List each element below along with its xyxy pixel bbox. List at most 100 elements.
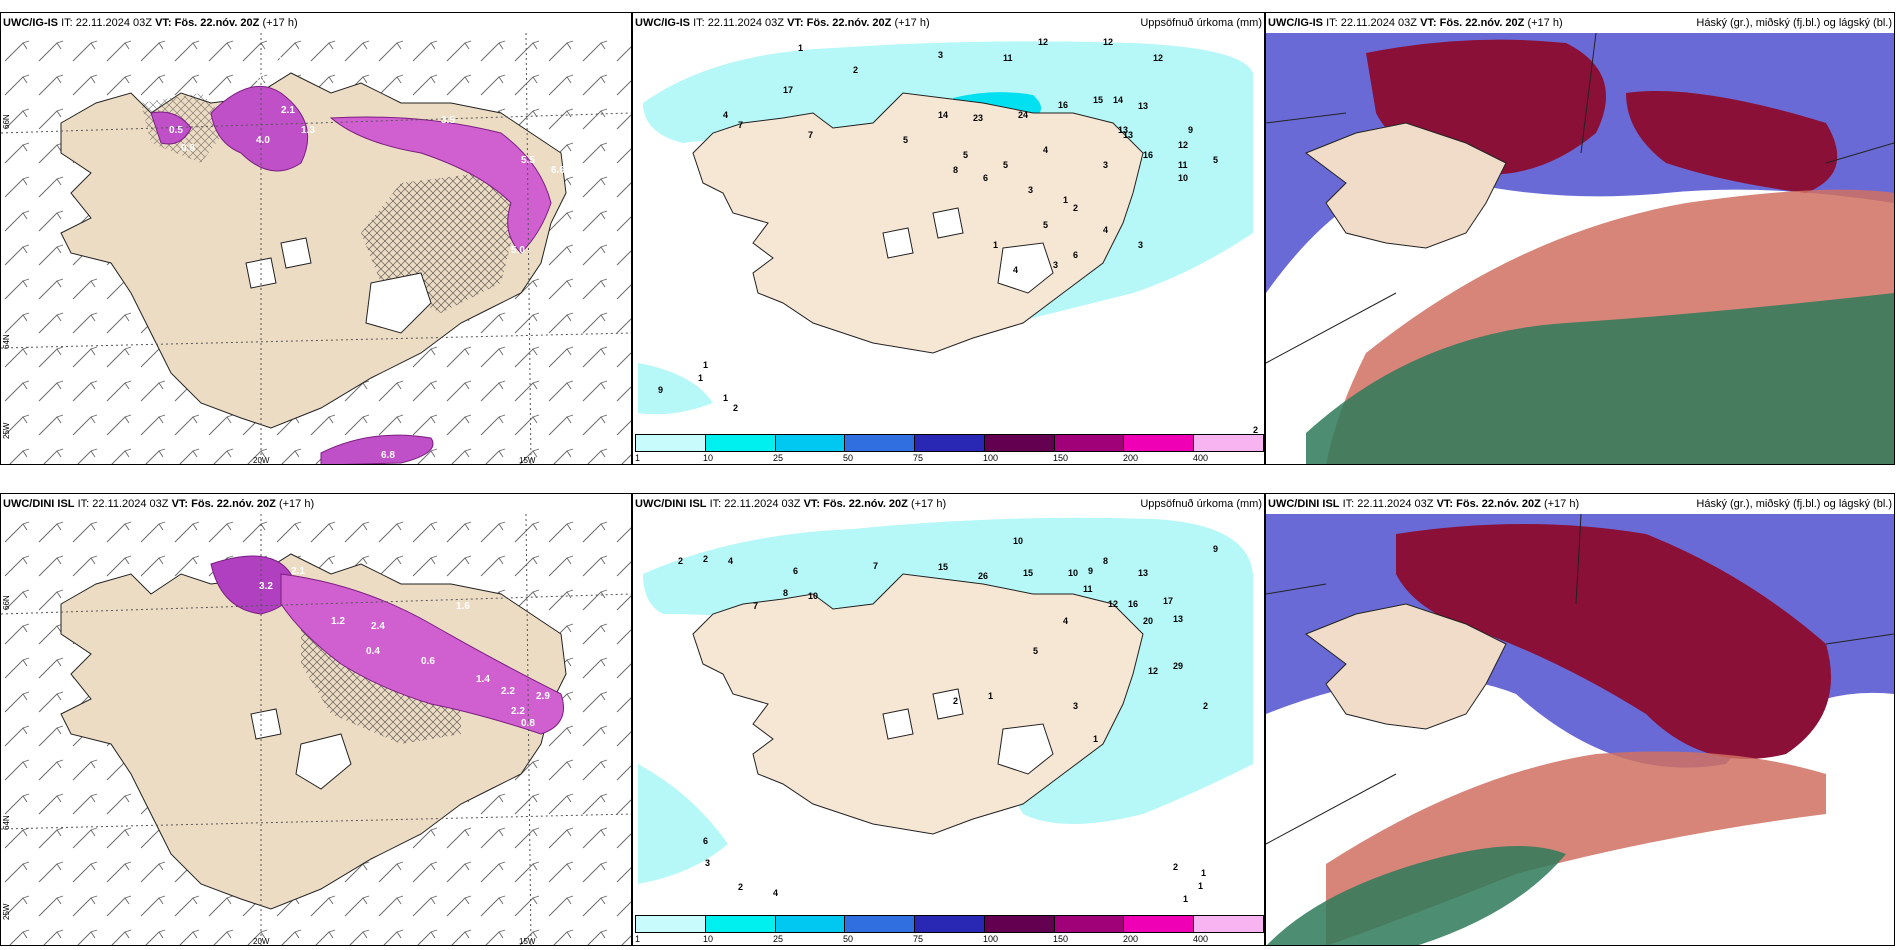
map-canvas: [1266, 33, 1894, 464]
precip-rate-value: 6.6: [551, 165, 565, 176]
precip-value: 12: [1153, 53, 1163, 63]
precip-value: 1: [993, 240, 998, 250]
precip-band-diagonal: [280, 573, 564, 735]
precip-value: 12: [1103, 37, 1113, 47]
precip-rate-labels: 3.4 3.2 2.1 1.2 0.4 1.6 2.2 2.4 0.6 1.4 …: [259, 546, 550, 729]
lon-label-20w: 20W: [253, 937, 270, 946]
precip-value: 8: [1103, 556, 1108, 566]
colorbar-cell: [1124, 916, 1195, 932]
precip-value: 7: [808, 130, 813, 140]
precip-rate-value: 5.5: [521, 155, 535, 166]
colorbar-cell: [845, 435, 916, 451]
precip-value: 5: [963, 150, 968, 160]
precip-value: 1: [1093, 734, 1098, 744]
lake-langjokull: [280, 237, 312, 269]
panel-title: UWC/DINI ISL IT: 22.11.2024 03Z VT: Fös.…: [635, 498, 947, 510]
precip-value: 14: [1113, 95, 1123, 105]
lake-langjokull: [932, 688, 964, 720]
precip-value: 12: [1038, 37, 1048, 47]
precip-value: 4: [1103, 225, 1108, 235]
colorbar-tick: 150: [1053, 934, 1069, 944]
precip-value: 16: [1143, 150, 1153, 160]
colorbar-tick: 10: [703, 934, 714, 944]
precip-value: 9: [658, 385, 663, 395]
colorbar-tick: 400: [1193, 453, 1209, 463]
panel-title: UWC/IG-IS IT: 22.11.2024 03Z VT: Fös. 22…: [1268, 17, 1563, 29]
latitude-66-line: [1, 593, 631, 615]
lat-label-66n: 66N: [2, 595, 11, 610]
precip-rate-value: 1.6: [456, 601, 470, 612]
precip-rate-value: 4.0: [256, 135, 270, 146]
panel-title: UWC/DINI ISL IT: 22.11.2024 03Z VT: Fös.…: [1268, 498, 1580, 510]
precip-value: 13: [1118, 125, 1128, 135]
colorbar-cell: [705, 435, 776, 451]
precip-value: 3: [1073, 701, 1078, 711]
precip-rate-value: 1.0: [251, 73, 265, 84]
colorbar-labels: 1 10 25 50 75 100 150 200 400: [635, 453, 1264, 463]
precip-rate-value: 2.4: [371, 621, 385, 632]
precip-value: 1: [698, 373, 703, 383]
precip-value: 2: [733, 403, 738, 413]
precip-value: 2: [1203, 701, 1208, 711]
precip-value: 2: [703, 554, 708, 564]
lake-langjokull: [932, 207, 964, 239]
precip-value: 23: [973, 113, 983, 123]
precip-rate-value: 1.4: [476, 674, 490, 685]
precip-value: 1: [798, 43, 803, 53]
map-canvas: 66N 64N 25W 20W 15W 3.4 3.2 2.1 1.2 0.4 …: [1, 514, 631, 946]
precip-rate-value: 0.6: [421, 656, 435, 667]
precip-value: 4: [1043, 145, 1048, 155]
colorbar-cell: [1054, 916, 1125, 932]
precip-value: 1: [1201, 868, 1206, 878]
precip-value: 11: [1178, 160, 1188, 170]
precip-colorbar: [635, 915, 1264, 933]
precip-value: 2: [953, 696, 958, 706]
map-panel-accum-precip-top: UWC/IG-IS IT: 22.11.2024 03Z VT: Fös. 22…: [632, 12, 1265, 465]
precip-value: 2: [678, 556, 683, 566]
map-panel-precip-rate-bottom: UWC/DINI ISL IT: 22.11.2024 03Z VT: Fös.…: [0, 493, 632, 946]
precip-value: 7: [753, 601, 758, 611]
precip-values: 1 2 3 11 12 12 12 17 4 7 7 5 14 23 24 16…: [658, 37, 1258, 435]
precip-rate-value: 5.0: [511, 245, 525, 256]
colorbar-labels: 1 10 25 50 75 100 150 200 400: [635, 934, 1264, 944]
precip-value: 13: [1173, 614, 1183, 624]
colorbar-cell: [705, 916, 776, 932]
precip-accum-shading-southwest: [638, 764, 728, 884]
panel-title: UWC/IG-IS IT: 22.11.2024 03Z VT: Fös. 22…: [3, 17, 298, 29]
precip-rate-value: 0.8: [521, 718, 535, 729]
precip-value: 3: [1138, 240, 1143, 250]
precip-legend-title: Uppsöfnuð úrkoma (mm): [1140, 498, 1262, 510]
lake-vatnajokull: [997, 723, 1054, 775]
lat-label-66n: 66N: [2, 114, 11, 129]
precip-value: 6: [983, 173, 988, 183]
colorbar-cell: [775, 435, 846, 451]
precip-value: 4: [728, 556, 733, 566]
precip-rate-value: 1.3: [301, 125, 315, 136]
precip-value: 12: [1148, 666, 1158, 676]
precip-value: 3: [705, 858, 710, 868]
iceland-landmass: [692, 92, 1144, 354]
map-panel-clouds-bottom: UWC/DINI ISL IT: 22.11.2024 03Z VT: Fös.…: [1265, 493, 1895, 946]
precip-value: 3: [1028, 185, 1033, 195]
colorbar-tick: 200: [1123, 453, 1139, 463]
precip-values: 2 2 4 6 7 8 10 7 15 26 15 10 11 13 12 17…: [678, 536, 1218, 904]
precip-value: 8: [953, 165, 958, 175]
colorbar-tick: 1: [635, 934, 641, 944]
precip-value: 2: [1073, 203, 1078, 213]
map-canvas: [1266, 514, 1894, 945]
precip-rate-value: 6.8: [381, 450, 395, 461]
precip-rate-value: 2.9: [536, 691, 550, 702]
low-cloud-green: [1306, 293, 1894, 464]
colorbar-cell: [915, 916, 985, 932]
precip-value: 12: [1178, 140, 1188, 150]
iceland-landmass: [1304, 122, 1507, 249]
lat-label-64n: 64N: [2, 815, 11, 830]
colorbar-tick: 150: [1053, 453, 1069, 463]
lon-label-20w: 20W: [253, 456, 270, 465]
precip-rate-value: 2.1: [281, 105, 295, 116]
precip-value: 8: [783, 588, 788, 598]
cloud-legend-title: Háský (gr.), miðský (fj.bl.) og lágský (…: [1696, 498, 1892, 510]
precip-value: 3: [1103, 160, 1108, 170]
precip-value: 15: [1023, 568, 1033, 578]
colorbar-tick: 200: [1123, 934, 1139, 944]
